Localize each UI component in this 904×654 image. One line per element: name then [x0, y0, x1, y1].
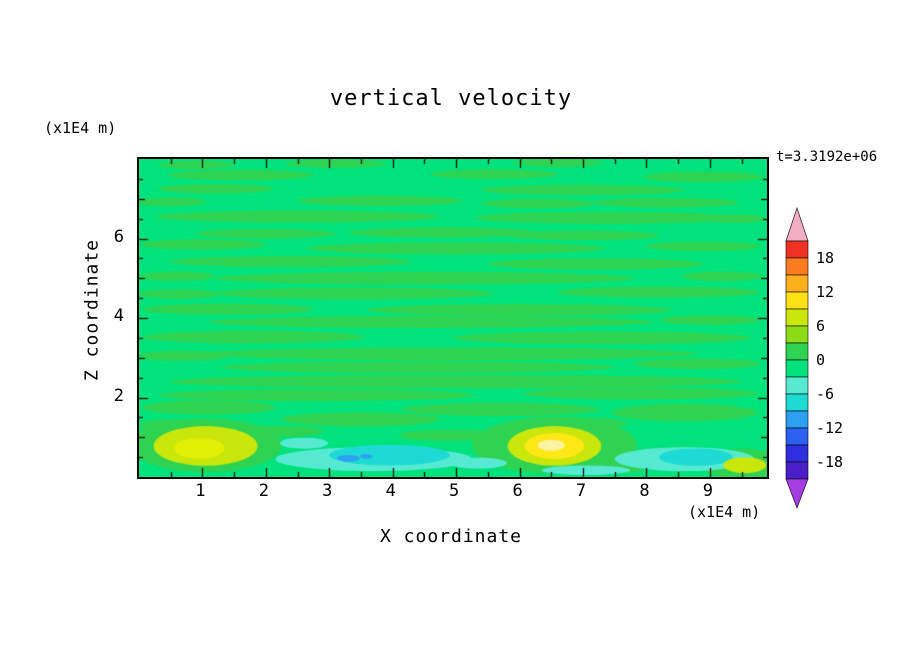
y-tick-label: 4: [113, 306, 124, 326]
colorbar-segment: [785, 342, 809, 361]
colorbar-under-arrow: [785, 478, 809, 509]
x-tick-label: 1: [195, 481, 206, 501]
colorbar-tick-label: -6: [816, 385, 834, 403]
colorbar-segment: [785, 308, 809, 327]
colorbar-segment: [785, 444, 809, 463]
colorbar-segment: [785, 359, 809, 378]
colorbar-tick-label: 0: [816, 351, 825, 369]
x-tick-label: 4: [385, 481, 396, 501]
colorbar-tick-label: 12: [816, 283, 834, 301]
y-tick-label: 6: [113, 226, 124, 247]
time-annotation: t=3.3192e+06: [776, 149, 878, 165]
colorbar-segment: [785, 427, 809, 446]
colorbar-segment: [785, 325, 809, 344]
colorbar-segment: [785, 410, 809, 429]
contour-field-canvas: [139, 159, 767, 477]
colorbar-segment: [785, 274, 809, 293]
colorbar-segment: [785, 393, 809, 412]
colorbar-segment: [785, 291, 809, 310]
colorbar-over-arrow: [785, 207, 809, 242]
colorbar: 18 12 6 0 -6 -12 -18: [785, 207, 843, 509]
colorbar-segment: [785, 376, 809, 395]
x-axis-label: X coordinate: [379, 526, 523, 547]
x-tick-label: 8: [639, 481, 650, 501]
colorbar-tick-label: 6: [816, 317, 825, 335]
colorbar-tick-label: -12: [816, 419, 843, 437]
x-tick-label: 6: [512, 481, 523, 501]
x-tick-label: 2: [258, 481, 269, 501]
colorbar-tick-label: 18: [816, 249, 834, 267]
x-tick-label: 5: [449, 481, 460, 501]
x-tick-label: 3: [322, 481, 333, 501]
y-axis-unit-label: (x1E4 m): [44, 119, 117, 137]
x-tick-label: 7: [575, 481, 587, 501]
x-axis-unit-label: (x1E4 m): [688, 503, 761, 521]
y-tick-label: 2: [113, 385, 124, 406]
colorbar-tick-label: -18: [816, 453, 843, 471]
plot-area: [137, 157, 769, 479]
colorbar-segment: [785, 461, 809, 480]
x-tick-label: 9: [702, 481, 714, 501]
chart-title: vertical velocity: [329, 86, 573, 111]
colorbar-segment: [785, 257, 809, 276]
colorbar-segment: [785, 240, 809, 259]
